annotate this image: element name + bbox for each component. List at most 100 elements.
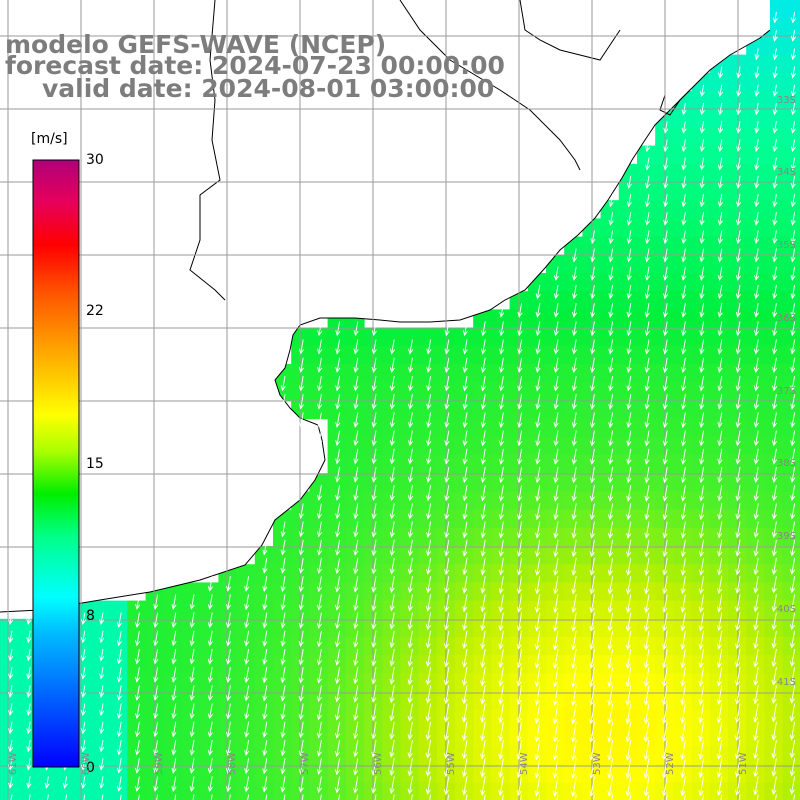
wind-arrow-head xyxy=(735,238,742,245)
wind-arrow-head xyxy=(225,731,232,738)
wind-arrow-head xyxy=(226,604,232,611)
wind-arrow-head xyxy=(699,90,705,97)
wind-arrow xyxy=(791,357,796,373)
wind-arrow-head xyxy=(625,790,631,797)
wind-arrow-head xyxy=(643,662,649,669)
wind-arrow xyxy=(791,212,796,225)
speed-cell xyxy=(673,109,693,128)
speed-cell xyxy=(618,291,638,310)
speed-cell xyxy=(564,309,583,329)
wind-arrow-head xyxy=(753,698,759,705)
speed-cell xyxy=(254,564,274,583)
wind-arrow xyxy=(572,576,577,594)
speed-cell xyxy=(691,91,711,110)
speed-cell xyxy=(145,746,165,765)
wind-arrow-head xyxy=(790,164,796,171)
speed-cell xyxy=(782,546,800,565)
wind-arrow xyxy=(608,758,614,778)
wind-arrow xyxy=(682,412,686,428)
wind-arrow-head xyxy=(698,735,704,742)
wind-arrow xyxy=(318,430,322,446)
wind-arrow-head xyxy=(462,624,468,631)
wind-arrow-head xyxy=(736,146,742,153)
wind-arrow xyxy=(427,721,432,740)
wind-arrow xyxy=(773,321,777,336)
wind-arrow-head xyxy=(462,789,468,796)
colorbar-tick-label: 0 xyxy=(86,760,95,776)
wind-arrow-head xyxy=(698,606,704,613)
speed-cell xyxy=(163,691,183,711)
wind-arrow-head xyxy=(680,440,687,447)
wind-arrow xyxy=(736,394,741,409)
wind-arrow xyxy=(154,703,159,719)
wind-arrow xyxy=(645,412,650,428)
wind-arrow xyxy=(281,703,286,719)
wind-arrow-head xyxy=(589,699,595,706)
speed-cell xyxy=(145,764,165,784)
speed-cell xyxy=(764,418,784,438)
wind-arrow xyxy=(646,248,650,262)
wind-arrow xyxy=(645,576,650,594)
wind-arrow-head xyxy=(207,585,213,592)
speed-cell xyxy=(72,764,92,784)
wind-arrow-head xyxy=(608,219,614,226)
speed-cell xyxy=(637,327,656,347)
wind-arrow xyxy=(210,794,213,800)
wind-arrow-head xyxy=(462,569,468,576)
wind-arrow-head xyxy=(499,311,505,318)
wind-arrow xyxy=(409,394,413,409)
wind-arrow-head xyxy=(407,624,413,631)
wind-arrow-head xyxy=(699,477,705,484)
wind-arrow xyxy=(682,230,686,244)
wind-arrow xyxy=(172,594,177,609)
wind-arrow-head xyxy=(371,769,377,776)
wind-arrow xyxy=(192,794,195,800)
wind-arrow xyxy=(427,430,432,446)
speed-cell xyxy=(709,236,729,256)
wind-arrow-head xyxy=(663,293,669,300)
wind-arrow xyxy=(465,794,468,800)
speed-cell xyxy=(309,400,329,420)
wind-arrow xyxy=(664,193,668,207)
wind-arrow xyxy=(300,594,304,610)
wind-arrow-head xyxy=(734,753,741,760)
wind-arrow-head xyxy=(790,513,796,520)
wind-arrow xyxy=(190,612,195,628)
wind-arrow-head xyxy=(316,604,322,611)
wind-arrow xyxy=(573,248,577,262)
wind-arrow-head xyxy=(626,367,632,374)
speed-cell xyxy=(527,345,547,365)
wind-arrow-head xyxy=(353,348,359,355)
wind-arrow xyxy=(645,466,650,483)
wind-arrow-head xyxy=(699,238,705,245)
speed-cell xyxy=(182,655,201,674)
wind-arrow xyxy=(736,612,741,630)
wind-arrow xyxy=(718,776,723,796)
wind-arrow-head xyxy=(480,587,486,594)
wind-arrow-head xyxy=(225,640,232,647)
wind-arrow xyxy=(318,576,322,592)
wind-arrow xyxy=(646,303,650,317)
wind-arrow xyxy=(628,230,632,244)
wind-arrow xyxy=(245,739,250,756)
wind-arrow xyxy=(737,193,741,207)
wind-arrow-head xyxy=(425,770,431,777)
wind-arrow-head xyxy=(426,476,432,483)
speed-cell xyxy=(728,345,747,365)
wind-arrow-head xyxy=(317,403,323,410)
wind-arrow-head xyxy=(316,513,323,520)
wind-arrow-head xyxy=(189,676,195,683)
wind-arrow xyxy=(409,448,413,464)
wind-arrow xyxy=(227,721,231,737)
wind-arrow xyxy=(718,466,723,483)
speed-cell xyxy=(109,673,128,693)
wind-arrow-head xyxy=(207,731,213,738)
speed-cell xyxy=(345,364,365,383)
speed-cell xyxy=(109,746,128,765)
wind-arrow xyxy=(481,758,486,777)
wind-arrow-head xyxy=(225,768,232,775)
wind-arrow xyxy=(590,758,595,778)
wind-arrow-head xyxy=(571,532,577,539)
speed-cell xyxy=(491,327,511,347)
speed-cell xyxy=(564,400,583,420)
